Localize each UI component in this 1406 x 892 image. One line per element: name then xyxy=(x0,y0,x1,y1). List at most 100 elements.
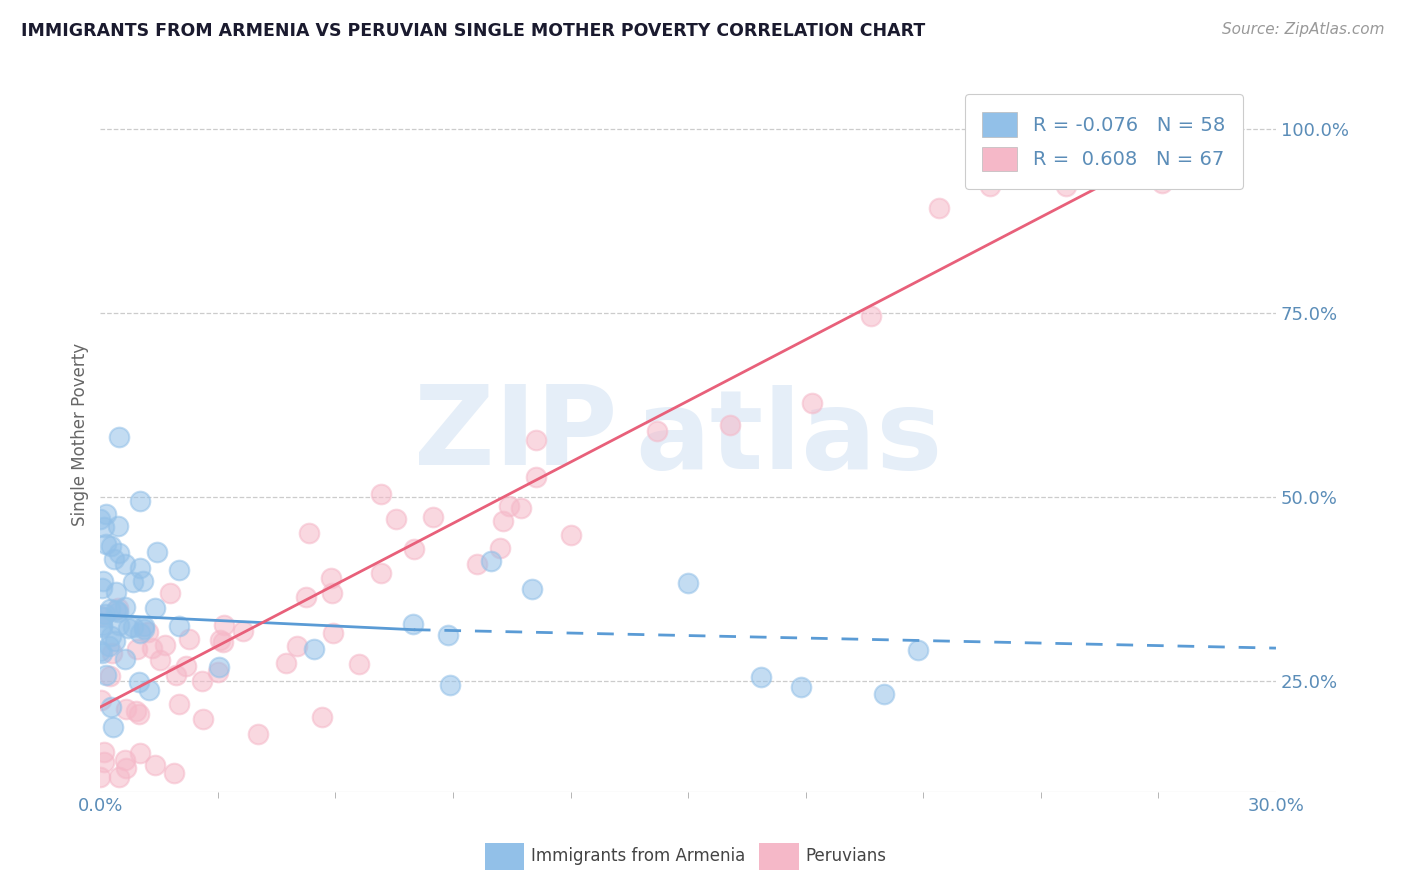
Point xyxy=(319,571,342,585)
Point xyxy=(108,770,131,784)
Point xyxy=(93,756,115,770)
Point xyxy=(510,500,533,515)
Point xyxy=(114,753,136,767)
Point xyxy=(800,395,823,409)
Point xyxy=(141,641,163,656)
Point xyxy=(114,652,136,666)
Point xyxy=(97,639,120,653)
Point xyxy=(128,746,150,760)
Point xyxy=(103,633,125,648)
Point xyxy=(89,644,111,658)
Point xyxy=(191,712,214,726)
Point xyxy=(149,653,172,667)
Point xyxy=(1150,176,1173,190)
Point xyxy=(121,574,143,589)
Text: Peruvians: Peruvians xyxy=(806,847,887,865)
Point xyxy=(94,607,117,622)
Point xyxy=(979,179,1001,194)
Point xyxy=(114,557,136,571)
Point xyxy=(89,770,111,784)
Point xyxy=(90,620,112,634)
Point xyxy=(208,660,231,674)
Point xyxy=(422,509,444,524)
Point xyxy=(132,574,155,588)
Point xyxy=(138,624,160,639)
Point xyxy=(526,434,548,448)
Point xyxy=(645,424,668,438)
Point xyxy=(524,470,547,484)
Point xyxy=(167,619,190,633)
Point xyxy=(115,702,138,716)
Point xyxy=(207,665,229,679)
Point xyxy=(121,620,143,634)
Point xyxy=(749,670,772,684)
Point xyxy=(91,610,114,624)
Point xyxy=(125,704,148,718)
Point xyxy=(105,585,128,599)
Text: Immigrants from Armenia: Immigrants from Armenia xyxy=(531,847,745,865)
Point xyxy=(322,625,344,640)
Point xyxy=(91,646,114,660)
Point xyxy=(439,678,461,692)
Point xyxy=(159,586,181,600)
Point xyxy=(907,643,929,657)
Point xyxy=(108,546,131,560)
Point xyxy=(1166,107,1188,121)
Text: ZIP: ZIP xyxy=(415,381,617,488)
Point xyxy=(321,586,343,600)
Point xyxy=(143,601,166,615)
Point xyxy=(96,508,118,522)
Point xyxy=(104,602,127,616)
Point xyxy=(522,582,544,597)
Point xyxy=(103,552,125,566)
Point xyxy=(437,628,460,642)
Point xyxy=(107,618,129,632)
Point xyxy=(98,601,121,615)
Point xyxy=(167,697,190,711)
Point xyxy=(859,310,882,324)
Point xyxy=(560,528,582,542)
Point xyxy=(114,600,136,615)
Text: IMMIGRANTS FROM ARMENIA VS PERUVIAN SINGLE MOTHER POVERTY CORRELATION CHART: IMMIGRANTS FROM ARMENIA VS PERUVIAN SING… xyxy=(21,22,925,40)
Point xyxy=(232,624,254,639)
Point xyxy=(370,486,392,500)
Point xyxy=(94,537,117,551)
Point xyxy=(108,430,131,444)
Point xyxy=(128,494,150,508)
Point xyxy=(91,574,114,589)
Point xyxy=(132,619,155,633)
Point xyxy=(1054,179,1077,194)
Point xyxy=(347,657,370,672)
Legend: R = -0.076   N = 58, R =  0.608   N = 67: R = -0.076 N = 58, R = 0.608 N = 67 xyxy=(965,95,1243,189)
Y-axis label: Single Mother Poverty: Single Mother Poverty xyxy=(72,343,89,526)
Point xyxy=(294,591,316,605)
Point xyxy=(311,709,333,723)
Point xyxy=(191,674,214,689)
Point xyxy=(93,745,115,759)
Point xyxy=(134,622,156,636)
Point xyxy=(90,692,112,706)
Point xyxy=(107,601,129,615)
Point xyxy=(498,499,520,513)
Point xyxy=(790,680,813,694)
Point xyxy=(212,618,235,632)
Point xyxy=(128,560,150,574)
Point xyxy=(146,545,169,559)
Text: Source: ZipAtlas.com: Source: ZipAtlas.com xyxy=(1222,22,1385,37)
Point xyxy=(128,674,150,689)
Point xyxy=(128,706,150,721)
Point xyxy=(873,687,896,701)
Point xyxy=(165,668,187,682)
Point xyxy=(174,658,197,673)
Point xyxy=(208,633,231,648)
Point xyxy=(385,512,408,526)
Point xyxy=(298,525,321,540)
Point xyxy=(107,605,129,619)
Point xyxy=(928,202,950,216)
Point xyxy=(91,581,114,595)
Point xyxy=(212,635,235,649)
Point xyxy=(718,417,741,432)
Point xyxy=(1187,151,1209,165)
Point xyxy=(107,519,129,533)
Point xyxy=(100,539,122,553)
